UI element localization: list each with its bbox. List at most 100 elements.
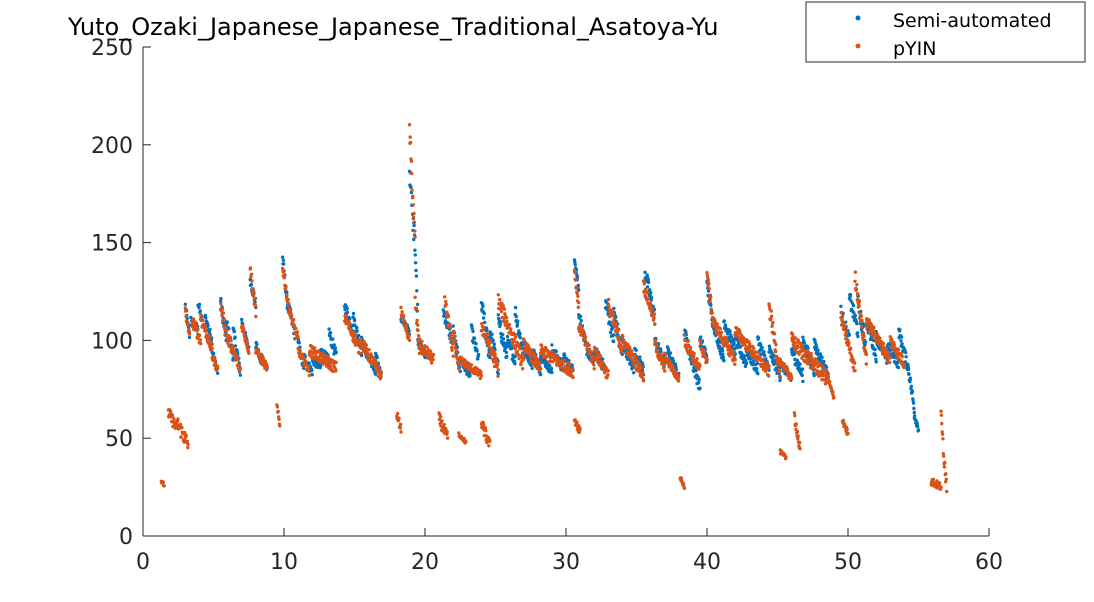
data-point [227, 327, 231, 331]
x-tick-label: 20 [411, 550, 439, 575]
data-point [550, 370, 554, 375]
data-point [280, 266, 285, 271]
data-point [939, 409, 943, 413]
data-point [709, 307, 713, 311]
data-point [940, 421, 944, 426]
data-point [769, 309, 773, 313]
data-point [496, 374, 500, 378]
data-point [916, 424, 920, 429]
data-point [430, 361, 434, 365]
data-point [210, 342, 214, 347]
data-point [377, 364, 381, 369]
data-point [568, 362, 572, 367]
data-point [573, 260, 577, 264]
data-point [352, 330, 356, 335]
data-point [859, 313, 863, 318]
data-point [199, 341, 203, 346]
data-point [764, 357, 768, 361]
data-point [374, 361, 378, 365]
data-point [492, 364, 497, 369]
data-point [458, 369, 462, 374]
data-point [172, 417, 176, 421]
data-point [761, 357, 765, 361]
data-point [428, 349, 433, 353]
data-point [416, 334, 421, 338]
data-point [912, 410, 916, 415]
data-point [442, 310, 446, 314]
data-point [331, 337, 335, 341]
data-point [414, 306, 418, 310]
data-point [785, 369, 790, 374]
data-point [313, 346, 317, 350]
data-point [395, 411, 400, 416]
data-point [571, 375, 575, 380]
data-point [796, 344, 800, 348]
data-point [333, 346, 338, 350]
y-tick-label: 100 [91, 329, 133, 354]
data-point [252, 290, 256, 294]
data-point [617, 338, 621, 343]
data-point [502, 307, 507, 311]
data-point [522, 357, 526, 361]
data-point [578, 323, 583, 328]
data-point [241, 326, 245, 330]
data-point [362, 340, 367, 344]
data-point [471, 329, 475, 334]
data-point [851, 303, 856, 308]
data-point [635, 359, 639, 363]
data-point [278, 424, 282, 428]
data-point [659, 353, 664, 357]
x-tick-label: 10 [270, 550, 298, 575]
data-point [505, 334, 510, 339]
data-point [357, 340, 361, 344]
data-point [725, 340, 729, 345]
data-point [645, 273, 649, 277]
data-point [233, 335, 237, 339]
data-point [722, 344, 726, 348]
data-point [663, 369, 667, 373]
data-point [638, 363, 642, 367]
data-point [248, 266, 253, 270]
data-point [213, 358, 217, 362]
data-point [286, 297, 290, 302]
data-point [692, 351, 696, 356]
data-point [524, 350, 528, 355]
data-point [650, 306, 655, 310]
data-point [710, 311, 714, 315]
data-point [878, 336, 882, 340]
data-point [694, 369, 698, 373]
data-point [794, 422, 798, 426]
data-point [909, 384, 913, 388]
data-point [818, 361, 822, 365]
data-point [816, 348, 820, 352]
data-point [762, 350, 766, 354]
data-point [679, 476, 684, 480]
data-point [183, 306, 187, 310]
data-point [413, 253, 417, 257]
data-point [297, 341, 301, 345]
data-point [945, 489, 949, 494]
data-point [672, 368, 676, 372]
data-point [726, 348, 730, 352]
data-point [528, 352, 532, 356]
data-point [482, 311, 486, 316]
data-point [785, 366, 789, 371]
data-point [186, 445, 190, 450]
data-point [193, 320, 197, 324]
x-tick-label: 40 [693, 550, 721, 575]
data-point [469, 363, 474, 367]
data-point [249, 282, 253, 287]
data-point [197, 305, 201, 310]
data-point [645, 290, 650, 294]
data-point [844, 331, 849, 335]
data-point [802, 340, 806, 345]
data-point [417, 351, 422, 356]
data-point [518, 336, 523, 340]
data-point [591, 359, 596, 363]
data-point [358, 351, 362, 356]
data-point [738, 330, 742, 334]
data-point [213, 361, 218, 365]
data-point [873, 331, 877, 335]
data-point [942, 454, 946, 458]
data-point [824, 365, 829, 369]
